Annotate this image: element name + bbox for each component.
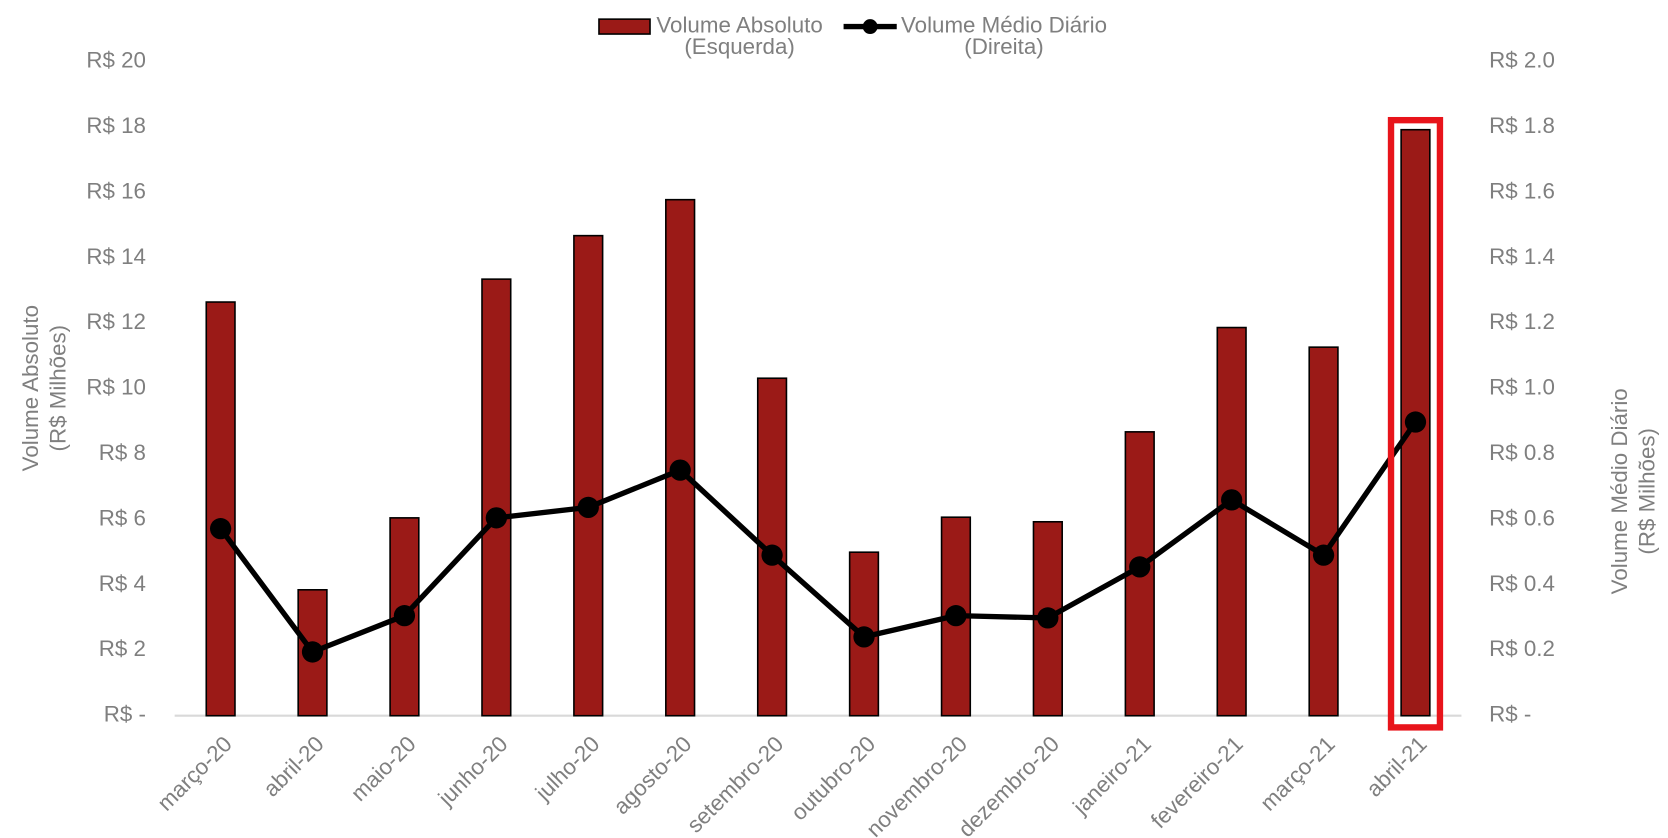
y-tick-label: R$ 4: [99, 571, 146, 596]
y2-axis-title-line: (R$ Milhões): [1635, 428, 1660, 555]
x-tick-label: agosto-20: [608, 731, 696, 819]
y-tick-label: R$ 20: [86, 48, 146, 73]
y2-tick-label: R$ 1.8: [1489, 113, 1555, 138]
y-tick-label: R$ 6: [99, 505, 146, 530]
line-marker: [577, 496, 599, 519]
y-axis-title-line: Volume Absoluto: [18, 305, 43, 471]
line-marker: [1404, 411, 1427, 433]
legend-swatch: [598, 18, 651, 35]
line-marker: [1037, 607, 1059, 629]
y2-tick-label: R$ -: [1489, 702, 1531, 727]
y2-tick-label: R$ 2.0: [1489, 48, 1555, 73]
x-tick-label: maio-20: [346, 731, 421, 806]
line-marker: [393, 605, 416, 627]
x-tick-label: março-21: [1255, 731, 1339, 815]
line-marker: [1129, 556, 1151, 578]
legend-note: (Direita): [964, 34, 1043, 59]
bar: [205, 301, 236, 717]
line: [218, 420, 1418, 655]
y2-tick-label: R$ 0.4: [1489, 571, 1555, 596]
y2-tick-label: R$ 0.2: [1489, 636, 1555, 661]
bar: [481, 278, 512, 717]
y-tick-label: R$ 10: [86, 375, 146, 400]
y-tick-label: R$ 16: [86, 178, 146, 203]
x-tick-label: outubro-20: [786, 731, 880, 825]
line-marker: [1221, 489, 1243, 511]
y2-tick-label: R$ 1.4: [1489, 244, 1555, 269]
y-tick-label: R$ 18: [86, 113, 146, 138]
bar: [573, 234, 604, 717]
y-axis-title-line: (R$ Milhões): [46, 325, 71, 452]
line-marker: [209, 518, 232, 540]
y-tick-label: R$ 14: [86, 244, 146, 269]
y2-tick-label: R$ 1.2: [1489, 309, 1555, 334]
x-tick-label: abril-20: [258, 731, 328, 801]
legend-label: Volume Absoluto: [656, 12, 822, 37]
line-marker: [669, 459, 691, 481]
bar: [1216, 326, 1247, 717]
bar: [665, 198, 696, 717]
line-marker: [945, 605, 967, 627]
y2-tick-label: R$ 0.6: [1489, 505, 1555, 530]
y2-tick-label: R$ 0.8: [1489, 440, 1555, 465]
x-tick-label: junho-20: [433, 731, 513, 811]
y2-tick-label: R$ 1.6: [1489, 178, 1555, 203]
y-axis-title: Volume Absoluto (R$ Milhões): [18, 305, 71, 471]
y2-axis-title-line: Volume Médio Diário: [1607, 388, 1632, 594]
y-tick-label: R$ 2: [99, 636, 146, 661]
x-tick-label: setembro-20: [682, 731, 788, 837]
y2-axis-title: Volume Médio Diário (R$ Milhões): [1607, 388, 1660, 594]
highlight-box: [1387, 116, 1444, 731]
x-tick-label: janeiro-21: [1067, 731, 1156, 820]
line-marker: [1312, 544, 1335, 566]
bar: [1308, 346, 1339, 717]
x-tick-label: fevereiro-21: [1146, 731, 1248, 833]
x-tick-label: julho-20: [530, 731, 605, 806]
x-tick-label: abril-21: [1361, 731, 1431, 801]
x-tick-label: março-20: [152, 731, 236, 815]
legend-note: (Esquerda): [684, 34, 794, 59]
line-marker: [485, 507, 507, 529]
y-tick-label: R$ 8: [99, 440, 146, 465]
line-marker: [301, 641, 324, 663]
legend-label: Volume Médio Diário: [901, 12, 1107, 37]
y2-tick-label: R$ 1.0: [1489, 375, 1555, 400]
y-tick-label: R$ -: [104, 702, 146, 727]
line-marker: [761, 544, 783, 566]
legend-swatch-marker: [862, 19, 878, 35]
y-tick-label: R$ 12: [86, 309, 146, 334]
line-marker: [853, 626, 875, 648]
